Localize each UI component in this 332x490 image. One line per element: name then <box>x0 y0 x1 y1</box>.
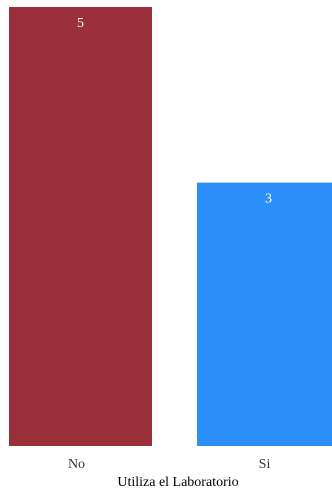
x-tick-labels-group: No Si <box>68 457 271 472</box>
bar-si <box>197 182 332 446</box>
data-labels-group: 53 <box>77 16 272 207</box>
bars-group <box>9 7 332 446</box>
x-tick-label-si: Si <box>259 457 271 472</box>
data-label-si: 3 <box>265 192 272 207</box>
x-tick-label-no: No <box>68 457 85 472</box>
data-label-no: 5 <box>77 16 84 31</box>
x-axis-title: Utiliza el Laboratorio <box>117 475 238 490</box>
bar-no <box>9 7 152 446</box>
